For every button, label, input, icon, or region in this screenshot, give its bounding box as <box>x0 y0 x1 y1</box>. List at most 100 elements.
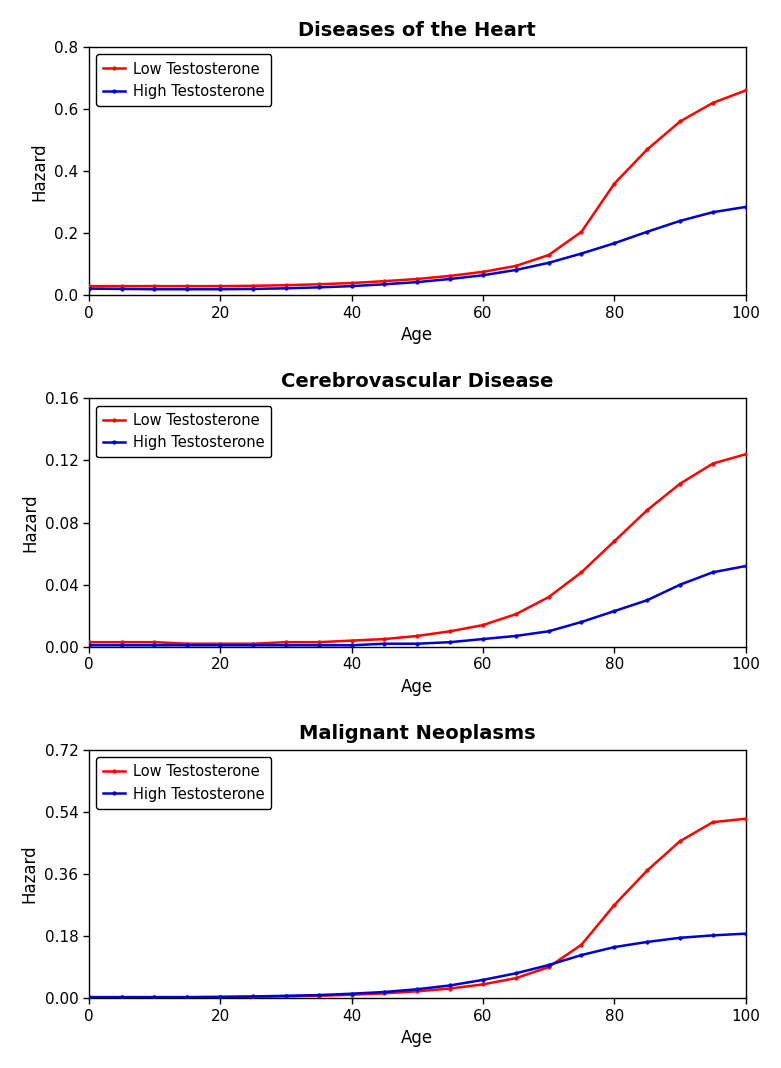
High Testosterone <box>544 625 553 638</box>
High Testosterone <box>314 281 323 294</box>
Title: Cerebrovascular Disease: Cerebrovascular Disease <box>281 373 554 391</box>
Low Testosterone <box>314 635 323 648</box>
Low Testosterone <box>412 629 422 642</box>
Low Testosterone <box>676 115 685 128</box>
High Testosterone <box>117 639 127 651</box>
High Testosterone <box>380 986 389 999</box>
Title: Diseases of the Heart: Diseases of the Heart <box>298 21 536 40</box>
Low Testosterone <box>281 635 291 648</box>
High Testosterone <box>216 990 225 1003</box>
High Testosterone <box>150 283 159 296</box>
Y-axis label: Hazard: Hazard <box>21 493 39 552</box>
Low Testosterone <box>380 274 389 287</box>
High Testosterone <box>380 638 389 650</box>
High Testosterone <box>412 276 422 288</box>
Low Testosterone <box>445 625 455 638</box>
Low Testosterone <box>445 269 455 282</box>
Low Testosterone <box>183 638 192 650</box>
Low Testosterone <box>478 266 487 279</box>
High Testosterone <box>511 967 520 979</box>
Low Testosterone <box>577 225 587 238</box>
Low Testosterone <box>347 634 356 647</box>
High Testosterone <box>183 639 192 651</box>
High Testosterone <box>478 269 487 282</box>
Low Testosterone <box>84 991 94 1004</box>
Low Testosterone <box>741 84 751 97</box>
High Testosterone <box>643 225 652 238</box>
Low Testosterone <box>643 864 652 877</box>
High Testosterone <box>84 282 94 295</box>
Low Testosterone <box>741 447 751 460</box>
Legend: Low Testosterone, High Testosterone: Low Testosterone, High Testosterone <box>96 54 272 106</box>
High Testosterone <box>380 278 389 290</box>
Low Testosterone <box>281 990 291 1003</box>
Low Testosterone <box>676 835 685 848</box>
High Testosterone <box>248 639 258 651</box>
High Testosterone <box>643 594 652 607</box>
Low Testosterone <box>643 143 652 156</box>
High Testosterone <box>412 983 422 995</box>
High Testosterone <box>281 639 291 651</box>
High Testosterone <box>676 931 685 944</box>
Y-axis label: Hazard: Hazard <box>21 845 39 904</box>
Low Testosterone <box>478 978 487 991</box>
Low Testosterone <box>708 96 718 109</box>
High Testosterone <box>511 264 520 277</box>
High Testosterone <box>741 201 751 214</box>
High Testosterone <box>511 629 520 642</box>
Low Testosterone <box>511 608 520 621</box>
High Testosterone <box>183 283 192 296</box>
High Testosterone <box>216 639 225 651</box>
High Testosterone <box>281 282 291 295</box>
Low Testosterone <box>380 632 389 645</box>
Low Testosterone <box>511 972 520 985</box>
Low Testosterone <box>150 635 159 648</box>
High Testosterone <box>478 632 487 645</box>
High Testosterone <box>544 256 553 269</box>
Low Testosterone <box>347 988 356 1001</box>
Low Testosterone <box>183 991 192 1004</box>
High Testosterone <box>347 280 356 293</box>
Low Testosterone <box>216 638 225 650</box>
X-axis label: Age: Age <box>401 1030 433 1047</box>
Low Testosterone <box>445 983 455 995</box>
High Testosterone <box>445 635 455 648</box>
Low Testosterone <box>117 991 127 1004</box>
Low Testosterone <box>610 177 619 190</box>
Low Testosterone <box>84 280 94 293</box>
X-axis label: Age: Age <box>401 327 433 344</box>
High Testosterone <box>248 990 258 1003</box>
Low Testosterone <box>216 280 225 293</box>
Low Testosterone <box>248 280 258 293</box>
Line: Low Testosterone: Low Testosterone <box>87 89 747 288</box>
High Testosterone <box>347 987 356 1000</box>
Low Testosterone <box>314 989 323 1002</box>
Low Testosterone <box>708 816 718 829</box>
High Testosterone <box>610 237 619 250</box>
Low Testosterone <box>544 249 553 262</box>
Low Testosterone <box>216 991 225 1004</box>
High Testosterone <box>741 560 751 572</box>
Line: High Testosterone: High Testosterone <box>87 205 747 290</box>
High Testosterone <box>445 272 455 285</box>
High Testosterone <box>708 929 718 942</box>
Low Testosterone <box>741 813 751 826</box>
Low Testosterone <box>347 277 356 289</box>
High Testosterone <box>183 991 192 1004</box>
Low Testosterone <box>248 638 258 650</box>
Low Testosterone <box>150 280 159 293</box>
High Testosterone <box>741 927 751 940</box>
Legend: Low Testosterone, High Testosterone: Low Testosterone, High Testosterone <box>96 406 272 457</box>
Low Testosterone <box>314 278 323 290</box>
High Testosterone <box>676 578 685 591</box>
Low Testosterone <box>412 985 422 998</box>
High Testosterone <box>445 979 455 992</box>
Low Testosterone <box>117 280 127 293</box>
Low Testosterone <box>610 535 619 548</box>
Low Testosterone <box>248 990 258 1003</box>
High Testosterone <box>478 974 487 987</box>
Low Testosterone <box>544 591 553 603</box>
High Testosterone <box>347 639 356 651</box>
High Testosterone <box>216 283 225 296</box>
Low Testosterone <box>117 635 127 648</box>
